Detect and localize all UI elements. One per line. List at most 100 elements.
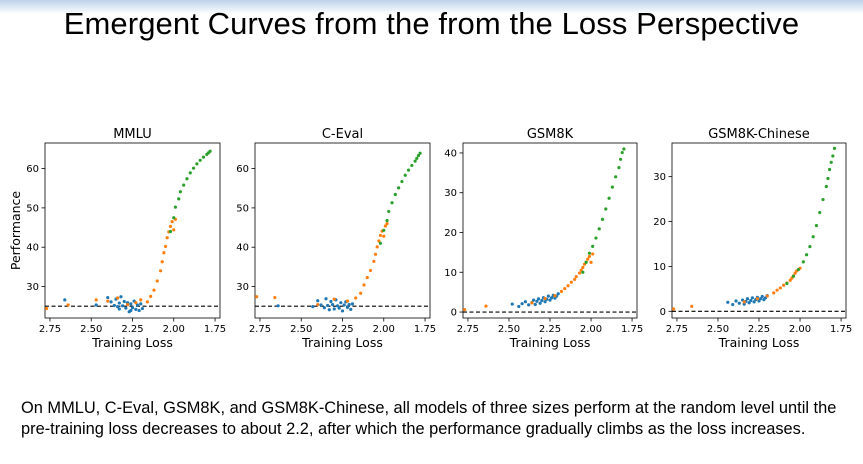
- data-point: [365, 275, 369, 280]
- data-point: [594, 236, 598, 240]
- data-point: [538, 301, 542, 305]
- data-point: [201, 155, 206, 159]
- data-point: [339, 301, 343, 305]
- x-tick-label: 2.50: [707, 324, 729, 335]
- y-tick-label: 60: [236, 164, 249, 175]
- data-point: [195, 162, 199, 166]
- data-point: [178, 190, 182, 194]
- y-tick-label: 60: [26, 164, 39, 175]
- chart-c-eval: C-Eval 2.75 2.50 2.25 2.00 1.75 30 40 50 60 Traini…: [236, 127, 436, 350]
- data-point: [122, 299, 126, 304]
- chart-title: GSM8K: [527, 127, 574, 142]
- data-point: [145, 300, 149, 304]
- data-point: [124, 306, 128, 310]
- data-point: [734, 299, 738, 303]
- data-point: [45, 306, 49, 311]
- title-gradient-band: [0, 0, 863, 14]
- data-point: [617, 166, 621, 170]
- data-point: [125, 303, 130, 307]
- data-point: [587, 251, 591, 255]
- data-point: [345, 299, 350, 303]
- data-point: [523, 300, 527, 304]
- data-point: [750, 296, 755, 300]
- x-tick-label: 2.75: [666, 324, 688, 335]
- data-point: [403, 173, 407, 177]
- plot-frame: [462, 142, 638, 319]
- data-point: [378, 233, 383, 238]
- data-point: [119, 295, 123, 299]
- data-point: [129, 302, 133, 306]
- data-point: [116, 304, 120, 309]
- data-point: [137, 308, 141, 313]
- y-tick-label: 30: [236, 282, 249, 293]
- data-point: [788, 278, 792, 282]
- data-point: [824, 184, 828, 189]
- data-point: [463, 308, 467, 312]
- y-tick-label: 30: [444, 188, 457, 199]
- data-point: [569, 280, 573, 284]
- data-point: [324, 297, 328, 301]
- data-point: [600, 217, 605, 221]
- data-point: [129, 308, 133, 313]
- series-medium-model: [463, 252, 595, 312]
- y-tick-label: 0: [451, 308, 457, 319]
- data-point: [531, 298, 536, 302]
- data-point: [349, 307, 353, 311]
- data-point: [527, 303, 531, 307]
- y-tick-label: 50: [236, 203, 249, 214]
- data-point: [116, 296, 120, 300]
- data-point: [335, 304, 340, 308]
- data-point: [775, 288, 779, 292]
- x-tick-label: 2.50: [80, 324, 102, 335]
- data-point: [607, 196, 611, 200]
- x-tick-label: 2.25: [748, 324, 770, 335]
- data-point: [139, 302, 143, 306]
- data-point: [385, 222, 389, 226]
- data-point: [149, 294, 153, 298]
- data-point: [536, 297, 541, 301]
- data-point: [140, 306, 145, 311]
- data-point: [742, 302, 746, 306]
- y-tick-label: 30: [26, 282, 39, 293]
- x-tick-label: 2.75: [249, 324, 271, 335]
- data-point: [410, 163, 414, 168]
- data-point: [581, 265, 585, 270]
- data-point: [672, 307, 676, 311]
- data-point: [172, 228, 176, 232]
- data-point: [383, 224, 388, 228]
- data-point: [163, 244, 168, 249]
- data-point: [173, 205, 178, 209]
- y-axis-label: Performance: [8, 191, 23, 271]
- data-point: [135, 303, 140, 307]
- data-point: [818, 210, 822, 215]
- x-tick-label: 2.00: [163, 324, 185, 335]
- data-point: [586, 257, 590, 261]
- data-point: [329, 299, 333, 304]
- data-point: [94, 303, 98, 307]
- x-tick-label: 2.25: [331, 324, 353, 335]
- data-point: [134, 307, 138, 311]
- data-point: [393, 192, 397, 197]
- data-point: [354, 296, 358, 300]
- data-point: [117, 301, 121, 305]
- data-point: [106, 295, 110, 300]
- data-point: [134, 301, 138, 305]
- chart-title: C-Eval: [322, 127, 363, 142]
- data-point: [273, 295, 277, 300]
- data-point: [382, 228, 386, 232]
- data-point: [574, 275, 578, 279]
- data-point: [785, 281, 789, 286]
- data-point: [276, 304, 280, 308]
- data-point: [550, 296, 554, 300]
- data-point: [191, 166, 196, 170]
- data-point: [484, 304, 488, 308]
- data-point: [791, 274, 796, 278]
- data-point: [188, 171, 192, 175]
- data-point: [610, 185, 614, 189]
- data-point: [548, 298, 552, 302]
- data-point: [168, 224, 173, 228]
- chart-mmlu: MMLU 2.75 2.50 2.25 2.00 1.75 30 40 50 60 Training…: [8, 127, 226, 350]
- data-point: [415, 156, 419, 160]
- data-point: [385, 218, 389, 223]
- x-tick-label: 2.25: [539, 324, 561, 335]
